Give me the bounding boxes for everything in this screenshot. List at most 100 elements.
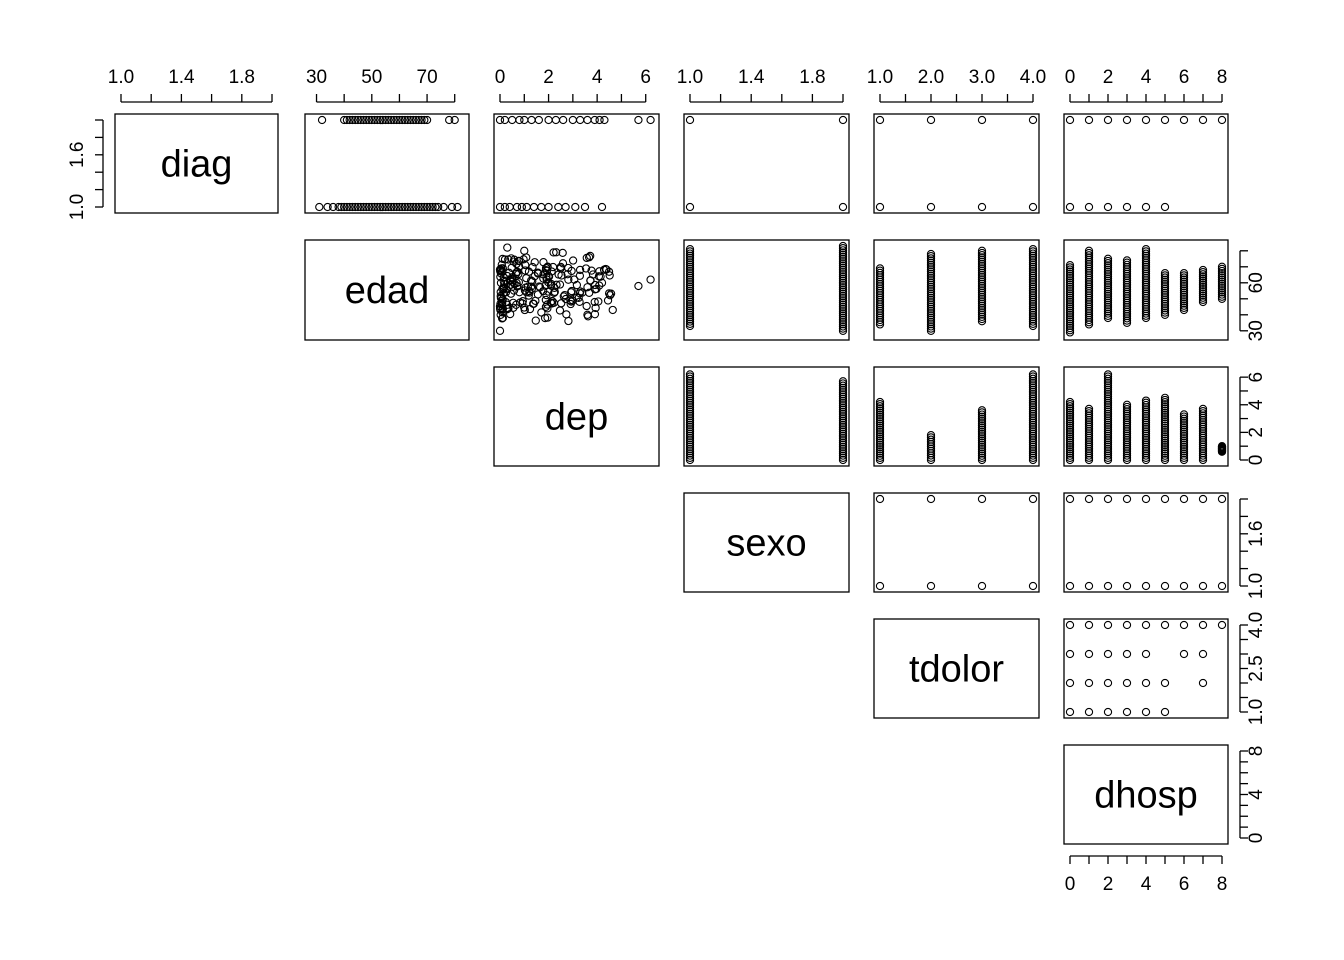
right-tick-label-dep: 2 <box>1246 427 1267 438</box>
data-point <box>1028 251 1038 260</box>
data-point <box>1141 442 1151 451</box>
data-point <box>520 246 529 255</box>
data-point <box>1065 302 1075 311</box>
data-point <box>977 301 987 310</box>
data-point <box>685 313 695 322</box>
data-point <box>519 255 528 264</box>
data-point <box>381 202 390 212</box>
data-point <box>557 299 566 308</box>
data-point <box>685 438 695 447</box>
data-point <box>1084 115 1094 125</box>
data-point <box>1028 453 1038 462</box>
right-tick-label-sexo: 1.0 <box>1246 573 1267 599</box>
top-tick-label-dhosp: 6 <box>1179 67 1190 88</box>
data-point <box>977 421 987 430</box>
data-point <box>1160 451 1170 460</box>
data-point <box>558 115 568 125</box>
data-point <box>544 202 553 212</box>
data-point <box>685 297 695 307</box>
data-point <box>386 115 396 125</box>
data-point <box>1084 409 1094 418</box>
data-point <box>1179 436 1189 445</box>
data-point <box>499 283 508 292</box>
data-point <box>1084 649 1094 659</box>
data-point <box>1122 405 1132 414</box>
data-point <box>384 115 393 125</box>
data-point <box>685 295 695 304</box>
data-point <box>926 249 936 259</box>
data-point <box>570 275 579 284</box>
data-point <box>1028 297 1038 307</box>
data-point <box>517 202 527 212</box>
data-point <box>1160 277 1170 287</box>
data-point <box>1179 429 1189 439</box>
data-point <box>1179 279 1189 289</box>
data-point <box>1122 649 1132 659</box>
data-point <box>1065 438 1075 447</box>
data-point <box>353 202 363 212</box>
data-point <box>685 282 695 291</box>
panel-dhosp-vs-edad <box>1063 239 1229 341</box>
data-point <box>1217 266 1227 276</box>
data-point <box>1028 581 1038 591</box>
data-point <box>977 427 987 437</box>
data-point <box>1103 370 1113 379</box>
data-point <box>875 438 885 447</box>
data-point <box>926 324 936 333</box>
data-point <box>1122 440 1132 449</box>
data-point <box>838 283 848 292</box>
data-point <box>1179 295 1189 304</box>
data-point <box>537 202 546 212</box>
data-point <box>1028 295 1038 304</box>
data-point <box>1122 433 1132 443</box>
data-point <box>1179 275 1189 284</box>
data-point <box>685 418 695 427</box>
top-tick-label-dep: 2 <box>543 67 554 88</box>
data-point <box>1065 291 1075 300</box>
right-tick-label-tdolor: 2.5 <box>1246 655 1267 681</box>
data-point <box>685 455 695 465</box>
data-point <box>1084 404 1094 414</box>
var-label-dep: dep <box>545 397 608 439</box>
data-point <box>1103 300 1113 309</box>
top-tick-label-tdolor: 4.0 <box>1020 67 1046 88</box>
data-point <box>597 278 607 287</box>
data-point <box>1179 290 1189 299</box>
data-point <box>1179 427 1189 436</box>
data-point <box>1028 387 1038 397</box>
data-point <box>373 202 382 212</box>
data-point <box>685 306 695 315</box>
data-point <box>1065 449 1075 458</box>
data-point <box>542 273 551 282</box>
data-point <box>1160 395 1170 405</box>
data-point <box>1065 267 1075 276</box>
data-point <box>1028 247 1038 256</box>
data-point <box>1028 411 1038 421</box>
data-point <box>1122 707 1132 717</box>
data-point <box>685 115 695 125</box>
data-point <box>1179 421 1189 430</box>
data-point <box>508 282 517 291</box>
top-tick-label-diag: 1.0 <box>108 67 134 88</box>
data-point <box>685 374 695 383</box>
data-point <box>370 115 379 125</box>
data-point <box>1198 270 1208 279</box>
data-point <box>1028 444 1038 454</box>
data-point <box>1141 455 1151 465</box>
data-point <box>1028 381 1038 390</box>
data-point <box>977 284 987 293</box>
data-point <box>838 403 848 412</box>
data-point <box>838 447 848 456</box>
data-point <box>838 115 848 125</box>
data-point <box>590 285 600 294</box>
data-point <box>409 115 418 125</box>
data-point <box>1179 451 1189 460</box>
data-point <box>1179 282 1189 291</box>
data-point <box>1122 429 1132 438</box>
data-point <box>1065 319 1075 328</box>
data-point <box>513 267 522 276</box>
data-point <box>1028 389 1038 399</box>
data-point <box>838 388 848 397</box>
data-point <box>926 282 936 292</box>
data-point <box>1179 434 1189 443</box>
